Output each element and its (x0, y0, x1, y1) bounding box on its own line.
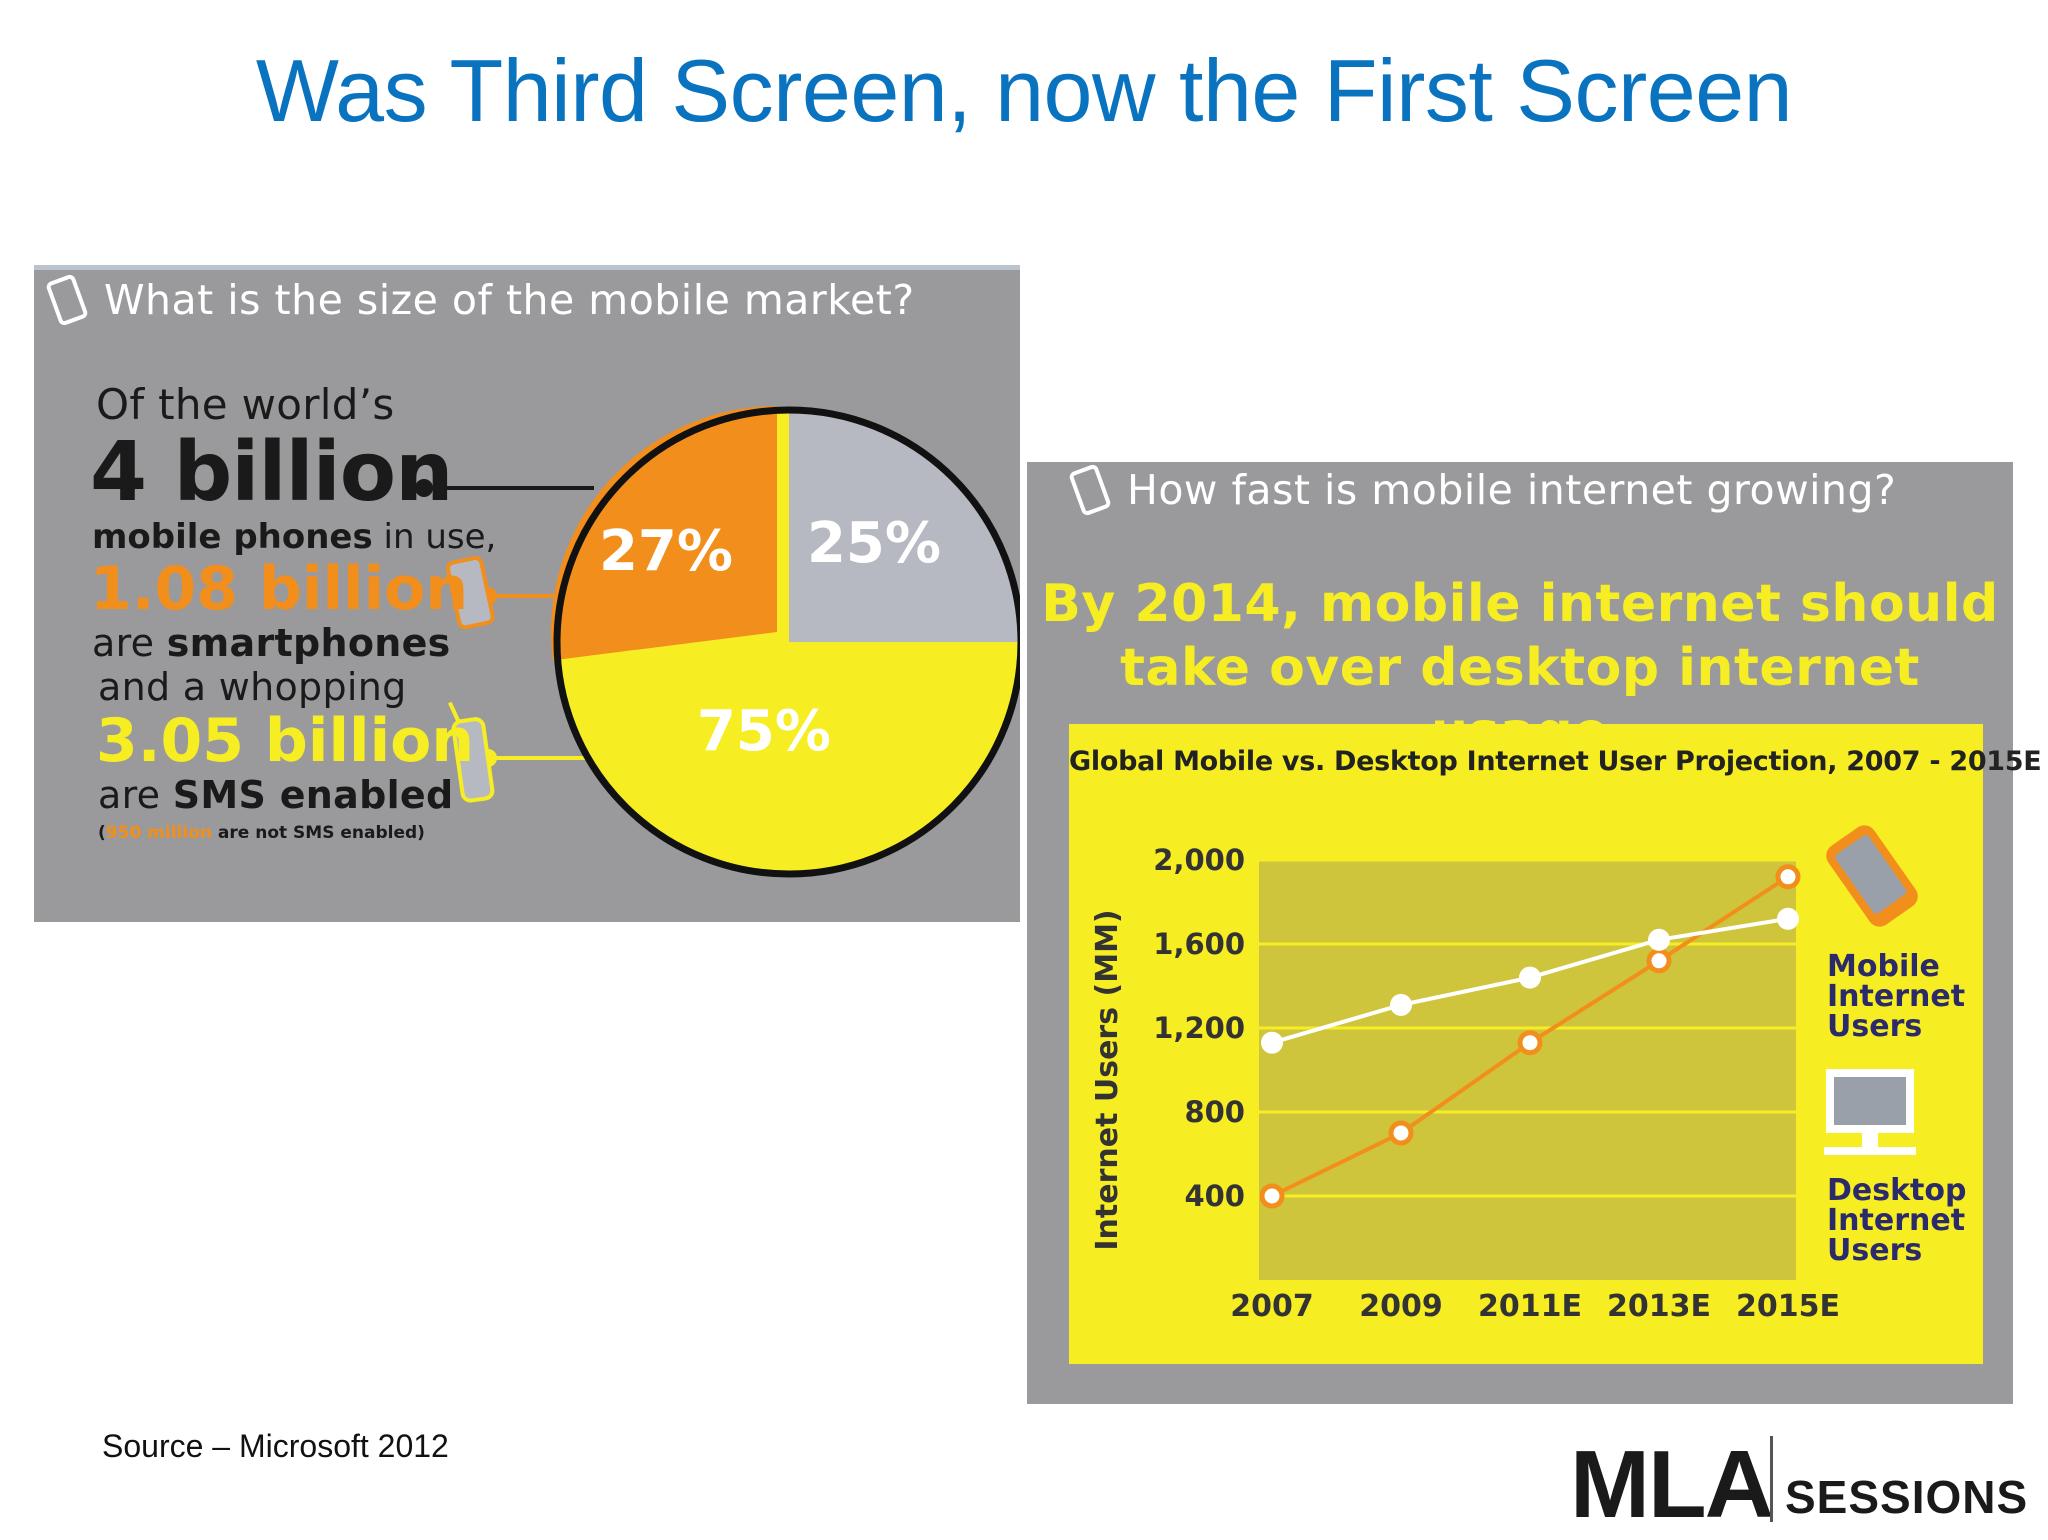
mobile-data-point (1775, 864, 1801, 890)
desktop-data-point (1390, 993, 1412, 1016)
pie-connector-dot (415, 479, 433, 497)
pie-slice-label: 25% (807, 511, 941, 576)
y-tick-label: 2,000 (1153, 843, 1245, 877)
legend-mobile-line: Internet (1827, 979, 1966, 1014)
footnote-part: are not SMS enabled) (212, 823, 425, 843)
stat-line-smartphones: are smartphones (92, 621, 454, 665)
pie-slice-25 (789, 410, 1020, 642)
stat-bold-phrase: smartphones (166, 621, 451, 665)
stat-bold-phrase: mobile phones (92, 517, 373, 557)
source-note: Source – Microsoft 2012 (102, 1428, 449, 1464)
mobile-data-point (1259, 1183, 1285, 1209)
pie-slice-label: 27% (599, 519, 733, 584)
x-tick-label: 2013E (1607, 1289, 1711, 1324)
mobile-market-question: What is the size of the mobile market? (45, 273, 915, 327)
mobile-stats-text: Of the world’s 4 billion mobile phones i… (54, 380, 496, 843)
smartphone-icon (445, 555, 495, 630)
stat-line-in-use: mobile phones in use, (92, 517, 496, 557)
stat-plain-phrase: are (98, 773, 173, 817)
footnote-part: ( (98, 823, 106, 843)
mobile-data-point (1388, 1120, 1414, 1146)
internet-users-line-chart: 400 800 1,200 1,600 2,000 2007 2009 2011E 2013E 2… (1090, 843, 1840, 1324)
stat-plain-phrase: in use, (372, 517, 497, 557)
legend-mobile: Mobile Internet Users (1827, 952, 1965, 1042)
desktop-data-point (1777, 907, 1799, 930)
stat-total-phones: 4 billion (90, 425, 453, 520)
stat-plain-phrase: are (92, 621, 167, 665)
legend-mobile-line: Mobile (1827, 949, 1940, 984)
footnote-highlight: 950 million (105, 823, 212, 843)
chart-title: Global Mobile vs. Desktop Internet User … (1069, 746, 2042, 777)
slide-title: Was Third Screen, now the First Screen (255, 41, 1793, 140)
logo-divider (1770, 1436, 1773, 1522)
phone-outline-icon (1068, 463, 1112, 517)
pie-slice-27 (551, 406, 777, 661)
stat-footnote: (950 million are not SMS enabled) (98, 823, 454, 843)
y-tick-label: 400 (1184, 1179, 1245, 1213)
pie-slice-label: 75% (697, 699, 831, 764)
legend-mobile-line: Users (1827, 1009, 1923, 1044)
x-tick-label: 2007 (1230, 1289, 1314, 1324)
desktop-data-point (1648, 928, 1670, 951)
y-tick-label: 800 (1184, 1095, 1245, 1129)
question-text: How fast is mobile internet growing? (1127, 466, 1897, 514)
x-tick-label: 2009 (1359, 1289, 1443, 1324)
desktop-monitor-icon (1824, 1069, 1916, 1155)
stat-line-intro: Of the world’s (96, 380, 395, 429)
y-tick-label: 1,200 (1153, 1011, 1245, 1045)
mobile-growth-infographic: How fast is mobile internet growing? By … (1027, 462, 2042, 1404)
desktop-data-point (1261, 1031, 1283, 1054)
x-tick-label: 2015E (1736, 1289, 1840, 1324)
mobile-market-pie-chart: 27% 25% 75% (415, 406, 1020, 878)
stat-line-whopping: and a whopping (98, 665, 407, 709)
stat-smartphones-count: 1.08 billion (90, 554, 469, 624)
internet-users-chart: Global Mobile vs. Desktop Internet User … (1069, 724, 2042, 1364)
pie-outline (553, 406, 1020, 878)
legend-desktop-line: Users (1827, 1233, 1923, 1268)
mobile-growth-question: How fast is mobile internet growing? (1068, 463, 1897, 517)
x-tick-label: 2011E (1478, 1289, 1582, 1324)
logo-mark: MLA (1570, 1431, 1774, 1538)
legend-desktop-line: Internet (1827, 1203, 1966, 1238)
legend-desktop-line: Desktop (1827, 1173, 1967, 1208)
mobile-market-infographic: What is the size of the mobile market? 2… (34, 265, 1020, 922)
desktop-data-point (1519, 966, 1541, 989)
legend-desktop: Desktop Internet Users (1827, 1176, 1966, 1266)
smartphone-icon (1826, 825, 1918, 927)
mobile-data-point (1517, 1030, 1543, 1056)
stat-bold-phrase: SMS enabled (172, 773, 454, 817)
growth-headline-line1: By 2014, mobile internet should (1041, 574, 1999, 634)
mobile-data-point (1646, 948, 1672, 974)
y-axis-label: Internet Users (MM) (1090, 909, 1125, 1250)
stat-line-sms: are SMS enabled (98, 773, 454, 817)
mla-sessions-logo: MLA SESSIONS (1570, 1430, 2048, 1538)
feature-phone-icon (447, 701, 495, 803)
logo-word: SESSIONS (1785, 1471, 2029, 1523)
question-text: What is the size of the mobile market? (104, 276, 915, 324)
stat-sms-count: 3.05 billion (96, 706, 475, 776)
y-tick-label: 1,600 (1153, 927, 1245, 961)
